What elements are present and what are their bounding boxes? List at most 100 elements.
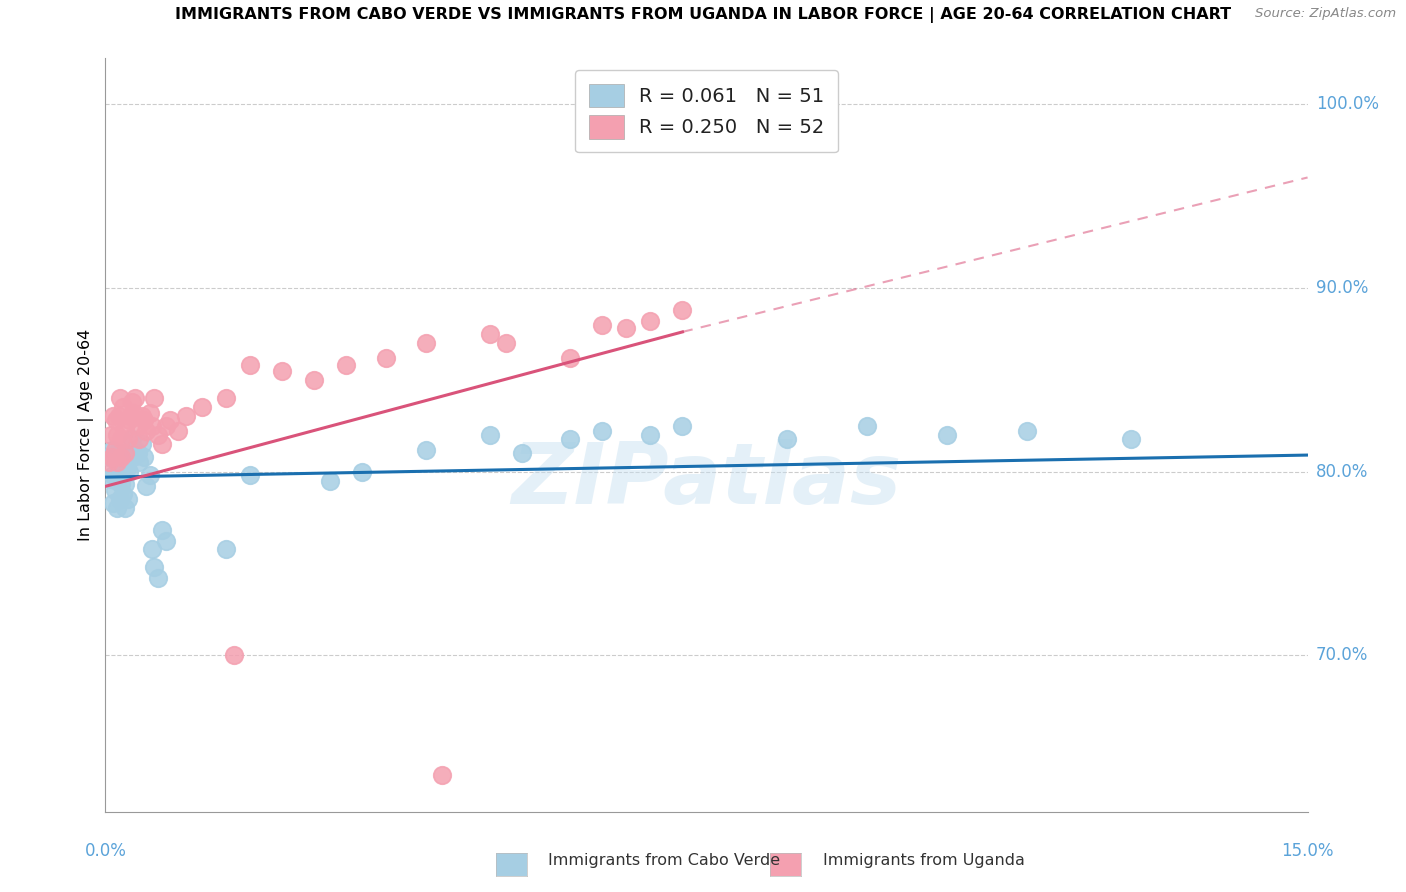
Point (101, 450, 124, 464)
Text: Immigrants from Cabo Verde: Immigrants from Cabo Verde (548, 854, 780, 868)
Point (104, 413, 127, 427)
Point (114, 422, 136, 436)
Point (319, 474, 342, 488)
Point (640, 314, 662, 328)
Point (616, 321, 638, 335)
Point (124, 442, 146, 457)
Point (103, 409, 125, 424)
Point (560, 432, 582, 446)
Point (103, 496, 125, 510)
Point (640, 427, 662, 442)
Point (222, 648, 245, 663)
Point (174, 409, 197, 424)
Point (98, 450, 121, 464)
Text: 15.0%: 15.0% (1281, 842, 1334, 860)
Point (131, 437, 153, 451)
Point (104, 483, 127, 497)
Point (108, 409, 131, 424)
Point (239, 358, 262, 372)
Point (110, 450, 132, 464)
Point (110, 446, 132, 460)
Point (479, 326, 502, 341)
Point (214, 541, 236, 556)
Point (103, 468, 125, 483)
Point (112, 486, 135, 500)
Point (107, 474, 129, 488)
Text: 0.0%: 0.0% (84, 842, 127, 860)
Point (120, 409, 142, 424)
Point (114, 477, 136, 491)
Point (142, 560, 165, 574)
Point (107, 427, 129, 442)
Point (104, 442, 127, 457)
Point (112, 401, 135, 415)
Point (101, 442, 124, 457)
Point (591, 318, 613, 332)
Point (350, 465, 373, 479)
Point (108, 391, 131, 405)
Point (121, 432, 143, 446)
Legend: R = 0.061   N = 51, R = 0.250   N = 52: R = 0.061 N = 51, R = 0.250 N = 52 (575, 70, 838, 153)
Point (122, 450, 145, 464)
Point (135, 424, 157, 438)
Point (128, 432, 150, 446)
Point (430, 768, 453, 782)
Text: Source: ZipAtlas.com: Source: ZipAtlas.com (1256, 7, 1396, 21)
Point (100, 472, 122, 486)
Point (150, 524, 173, 538)
Y-axis label: In Labor Force | Age 20-64: In Labor Force | Age 20-64 (79, 329, 94, 541)
Point (302, 373, 325, 387)
Point (479, 427, 502, 442)
Text: 90.0%: 90.0% (1316, 279, 1368, 297)
Point (141, 541, 163, 556)
Point (146, 571, 169, 585)
Point (117, 492, 139, 507)
Point (335, 358, 357, 372)
Text: Immigrants from Uganda: Immigrants from Uganda (823, 854, 1025, 868)
Point (150, 437, 173, 451)
Point (127, 446, 149, 460)
Text: 80.0%: 80.0% (1316, 463, 1368, 481)
Point (1017, 424, 1039, 438)
Point (138, 406, 160, 420)
Point (560, 351, 582, 365)
Point (115, 461, 138, 475)
Point (159, 413, 181, 427)
Point (122, 406, 145, 420)
Point (114, 446, 136, 460)
Point (124, 391, 146, 405)
Point (415, 442, 437, 457)
Point (415, 335, 437, 350)
Point (117, 432, 139, 446)
Point (110, 477, 132, 491)
Point (112, 465, 135, 479)
Text: IMMIGRANTS FROM CABO VERDE VS IMMIGRANTS FROM UGANDA IN LABOR FORCE | AGE 20-64 : IMMIGRANTS FROM CABO VERDE VS IMMIGRANTS… (174, 7, 1232, 23)
Point (155, 534, 177, 549)
Point (128, 455, 150, 469)
Point (1121, 432, 1143, 446)
Point (166, 424, 188, 438)
Point (214, 391, 236, 405)
Point (118, 465, 141, 479)
Point (591, 424, 613, 438)
Point (132, 450, 155, 464)
Point (510, 446, 533, 460)
Point (118, 413, 141, 427)
Point (155, 418, 177, 433)
Point (131, 409, 153, 424)
Point (98, 455, 121, 469)
Point (100, 427, 122, 442)
Point (270, 363, 292, 377)
Point (141, 418, 163, 433)
Point (936, 427, 959, 442)
Point (776, 432, 799, 446)
Point (671, 418, 693, 433)
Point (114, 501, 136, 516)
Point (142, 391, 165, 405)
Point (132, 413, 155, 427)
Point (671, 302, 693, 317)
Point (239, 468, 262, 483)
Point (108, 492, 131, 507)
Point (107, 501, 129, 516)
Text: 100.0%: 100.0% (1316, 95, 1379, 113)
